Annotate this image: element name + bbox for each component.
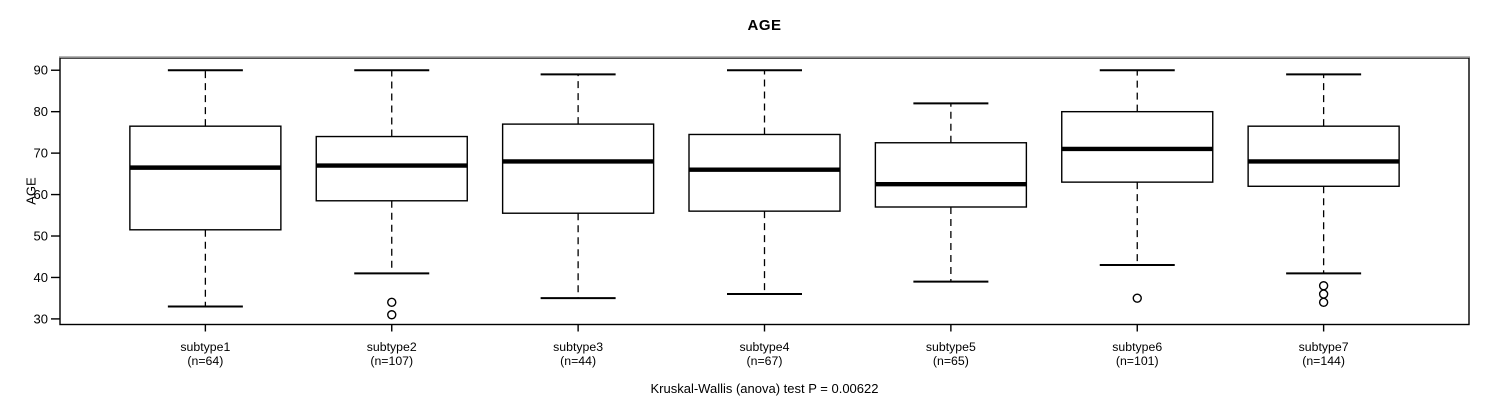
y-tick-label: 90	[34, 63, 48, 78]
x-category-n-label: (n=65)	[933, 354, 969, 368]
boxplot-subtype7-box	[1247, 125, 1400, 187]
x-category-label: subtype4	[740, 340, 790, 354]
x-category-label: subtype3	[553, 340, 603, 354]
boxplot-subtype1-box	[129, 125, 282, 231]
boxplot-subtype6-outlier-point	[1132, 293, 1142, 303]
y-tick-label: 40	[34, 270, 48, 285]
x-category-label: subtype6	[1112, 340, 1162, 354]
boxplot-subtype2-box	[315, 135, 468, 202]
y-tick-label: 80	[34, 104, 48, 119]
x-category-label: subtype7	[1299, 340, 1349, 354]
x-category-label: subtype5	[926, 340, 976, 354]
boxplot-subtype5-box	[874, 142, 1028, 208]
y-tick-label: 50	[34, 229, 48, 244]
x-category-label: subtype2	[367, 340, 417, 354]
x-category-n-label: (n=101)	[1116, 354, 1159, 368]
boxplot-subtype2-outlier-point	[387, 310, 397, 320]
boxplot-subtype7-outlier-point	[1318, 289, 1329, 299]
boxplot-subtype2-outlier-point	[387, 297, 397, 308]
y-tick-label: 60	[34, 187, 48, 202]
boxplot-subtype7-outlier-point	[1318, 297, 1329, 308]
x-category-n-label: (n=107)	[370, 354, 413, 368]
x-category-label: subtype1	[180, 340, 230, 354]
boxplot-subtype4-box	[688, 133, 841, 212]
y-tick-label: 30	[34, 311, 48, 326]
boxplot-subtype7-outlier-point	[1318, 281, 1329, 291]
y-tick-label: 70	[34, 146, 48, 161]
boxplot-subtype3-box	[501, 123, 655, 214]
x-category-n-label: (n=44)	[560, 354, 596, 368]
stat-test-caption: Kruskal-Wallis (anova) test P = 0.00622	[650, 381, 879, 396]
x-category-n-label: (n=67)	[747, 354, 783, 368]
x-category-n-label: (n=144)	[1302, 354, 1345, 368]
x-category-n-label: (n=64)	[187, 354, 223, 368]
chart-title: AGE	[747, 17, 782, 34]
